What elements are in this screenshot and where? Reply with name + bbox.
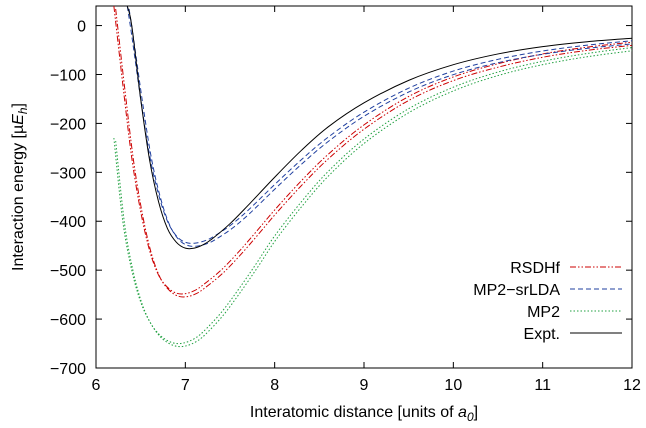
series-line-1 <box>126 6 632 244</box>
legend-label: MP2 <box>527 304 560 321</box>
y-tick-label: −500 <box>50 263 86 280</box>
x-tick-label: 7 <box>181 377 190 394</box>
y-tick-label: 0 <box>77 19 86 36</box>
series-line-2 <box>113 47 632 345</box>
y-tick-label: −300 <box>50 165 86 182</box>
y-axis-title: Interaction energy [µEh] <box>10 103 30 271</box>
x-tick-label: 10 <box>444 377 462 394</box>
series-line-2-secondary <box>115 50 632 348</box>
y-tick-label: −100 <box>50 67 86 84</box>
x-axis: 6 7 8 9 10 11 12 <box>92 6 641 394</box>
series-line-0-secondary <box>115 8 632 298</box>
legend: RSDHf MP2−srLDA MP2 Expt. <box>473 260 622 343</box>
series-layer <box>113 6 632 348</box>
y-tick-label: −200 <box>50 116 86 133</box>
y-tick-label: −600 <box>50 312 86 329</box>
x-tick-label: 12 <box>623 377 641 394</box>
y-axis: 0 −100 −200 −300 −400 −500 −600 −700 <box>50 19 632 378</box>
x-tick-label: 8 <box>270 377 279 394</box>
series-line-1-secondary <box>128 8 632 247</box>
x-tick-label: 6 <box>92 377 101 394</box>
legend-label: MP2−srLDA <box>473 282 560 299</box>
x-tick-label: 11 <box>534 377 551 394</box>
legend-label: Expt. <box>524 326 560 343</box>
series-line-3 <box>126 6 632 250</box>
y-tick-label: −400 <box>50 214 86 231</box>
x-axis-title: Interatomic distance [units of a0] <box>250 404 478 424</box>
x-tick-label: 9 <box>360 377 369 394</box>
series-line-0 <box>113 6 632 295</box>
legend-label: RSDHf <box>510 260 560 277</box>
y-tick-label: −700 <box>50 361 86 378</box>
